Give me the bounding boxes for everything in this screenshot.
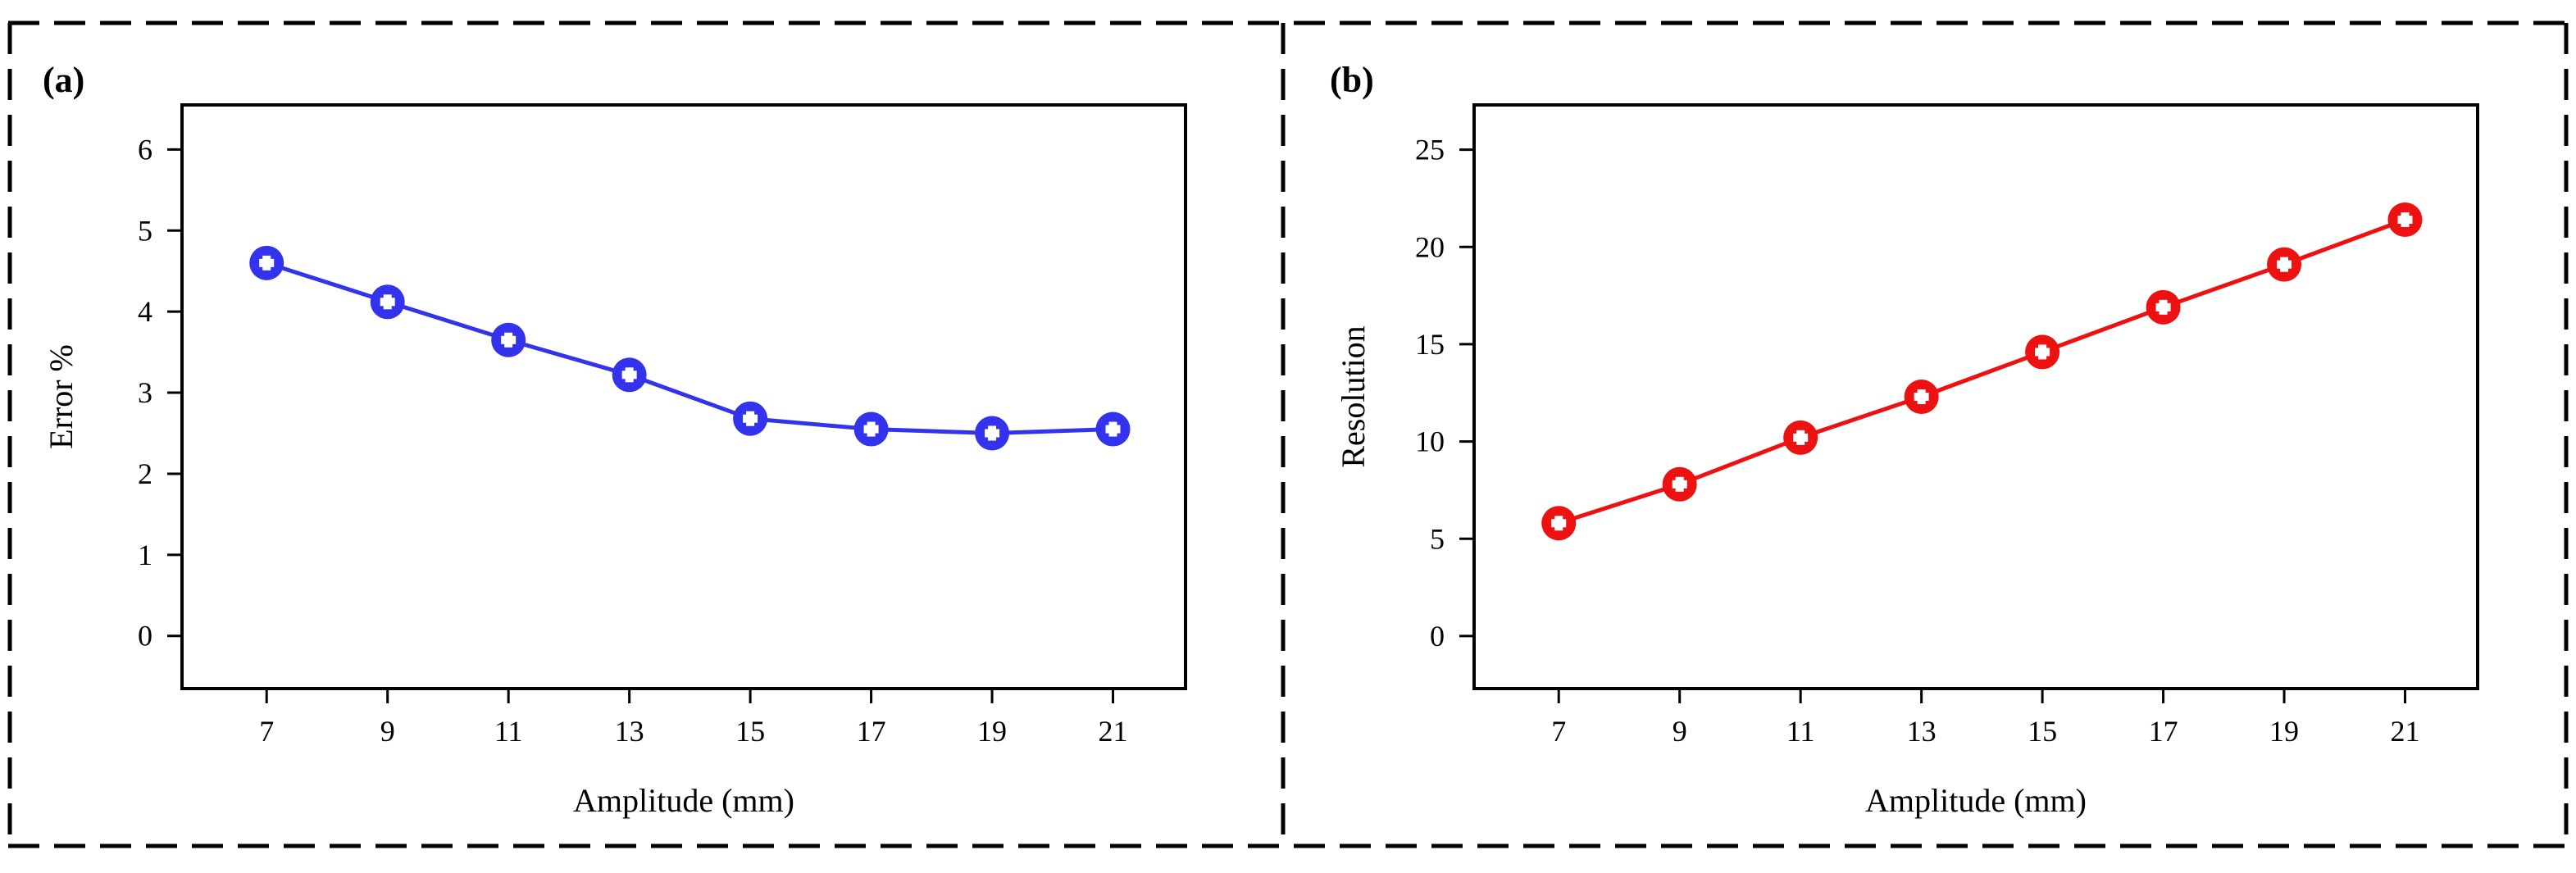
x-axis-title: Amplitude (mm) xyxy=(1865,782,2087,819)
y-tick-label: 10 xyxy=(1415,425,1445,458)
y-tick-label: 4 xyxy=(138,295,152,328)
y-tick-label: 3 xyxy=(138,376,152,409)
x-tick-label: 7 xyxy=(259,715,274,748)
x-tick-label: 21 xyxy=(2391,715,2420,748)
x-tick-label: 19 xyxy=(977,715,1007,748)
y-tick-label: 6 xyxy=(138,133,152,166)
data-point-highlight xyxy=(1551,519,1567,528)
plot-frame xyxy=(180,103,1187,690)
data-point-highlight xyxy=(621,371,637,380)
y-tick-label: 1 xyxy=(138,539,152,571)
x-tick-label: 11 xyxy=(1786,715,1815,748)
data-point-highlight xyxy=(743,414,758,423)
x-tick-label: 19 xyxy=(2269,715,2299,748)
x-tick-label: 13 xyxy=(615,715,644,748)
data-point-highlight xyxy=(1793,433,1809,442)
y-ticks: 0 1 2 3 4 5 6 xyxy=(138,133,182,652)
y-tick-label: 5 xyxy=(138,214,152,247)
y-tick-label: 15 xyxy=(1415,328,1445,361)
panel-label: (b) xyxy=(1330,60,1374,100)
data-point-highlight xyxy=(2397,216,2413,225)
y-tick-label: 0 xyxy=(138,620,152,652)
data-point-highlight xyxy=(259,258,275,267)
y-axis-title: Resolution xyxy=(1335,325,1372,467)
dashed-frame xyxy=(7,20,2569,848)
x-tick-label: 21 xyxy=(1099,715,1128,748)
plot-frame xyxy=(1472,103,2479,690)
x-axis-title: Amplitude (mm) xyxy=(573,782,794,819)
panel-b: (b) 7 9 11 13 15 17 19 21 0 5 10 15 20 25 Amplitude … xyxy=(1330,60,2479,819)
x-tick-label: 7 xyxy=(1551,715,1566,748)
series-line xyxy=(266,261,1113,436)
data-point-highlight xyxy=(501,335,517,344)
markers xyxy=(1541,202,2423,541)
panel-a: (a) 7 9 11 13 15 17 19 21 0 1 2 3 4 5 6 Amplitude (mm… xyxy=(43,60,1187,819)
data-point-highlight xyxy=(1914,393,1929,401)
y-tick-label: 20 xyxy=(1415,230,1445,263)
y-tick-label: 2 xyxy=(138,457,152,490)
x-tick-label: 9 xyxy=(380,715,395,748)
data-point-highlight xyxy=(380,298,395,307)
data-point-highlight xyxy=(1672,480,1687,489)
x-tick-label: 15 xyxy=(735,715,765,748)
x-tick-label: 13 xyxy=(1907,715,1937,748)
x-ticks: 7 9 11 13 15 17 19 21 xyxy=(1551,689,2420,748)
x-tick-label: 15 xyxy=(2028,715,2057,748)
x-tick-label: 11 xyxy=(494,715,523,748)
data-point-highlight xyxy=(985,429,1000,438)
x-tick-label: 9 xyxy=(1673,715,1687,748)
series-line xyxy=(1558,217,2406,525)
y-ticks: 0 5 10 15 20 25 xyxy=(1415,134,1474,652)
data-point-highlight xyxy=(1105,425,1121,434)
data-point-highlight xyxy=(2277,260,2292,269)
y-axis-title: Error % xyxy=(43,344,80,449)
y-tick-label: 0 xyxy=(1430,620,1445,652)
y-tick-label: 5 xyxy=(1430,522,1445,555)
data-point-highlight xyxy=(2155,302,2171,311)
panel-label: (a) xyxy=(43,60,84,100)
x-tick-label: 17 xyxy=(2149,715,2178,748)
markers xyxy=(249,245,1131,451)
data-point-highlight xyxy=(2035,348,2050,357)
x-ticks: 7 9 11 13 15 17 19 21 xyxy=(259,689,1128,748)
x-tick-label: 17 xyxy=(857,715,886,748)
data-point-highlight xyxy=(863,425,879,434)
y-tick-label: 25 xyxy=(1415,134,1445,166)
